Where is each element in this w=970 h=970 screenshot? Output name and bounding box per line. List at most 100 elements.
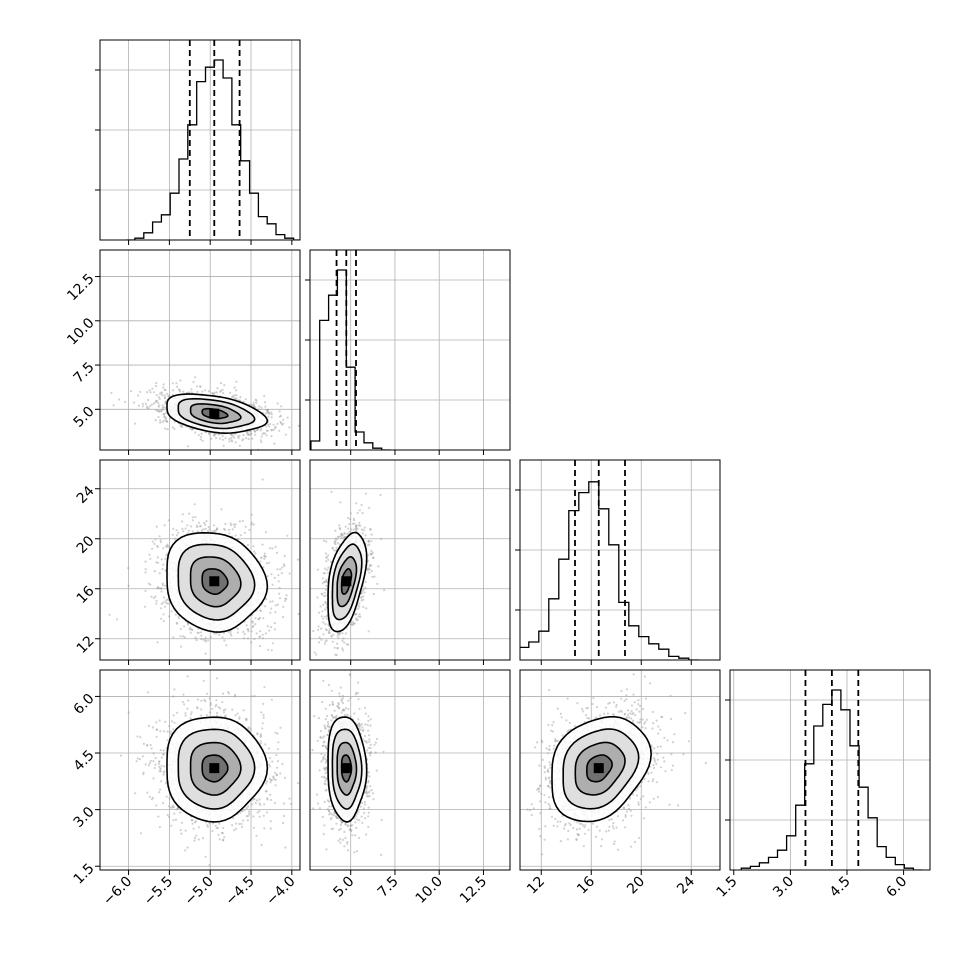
sample-point	[258, 644, 262, 648]
sample-point	[175, 621, 178, 624]
sample-point	[256, 428, 259, 431]
sample-point	[335, 683, 337, 685]
contour-line	[177, 543, 256, 621]
sample-point	[200, 634, 203, 637]
sample-point	[330, 635, 333, 638]
sample-point	[355, 612, 358, 615]
sample-point	[325, 556, 328, 559]
sample-point	[355, 524, 358, 527]
sample-point	[323, 572, 326, 575]
sample-point	[162, 413, 165, 416]
sample-point	[247, 433, 250, 436]
sample-point	[337, 632, 340, 635]
sample-point	[335, 538, 338, 541]
sample-point	[160, 587, 163, 590]
sample-point	[201, 390, 204, 393]
sample-point	[237, 437, 240, 440]
sample-point	[251, 626, 254, 629]
sample-point	[322, 617, 325, 620]
sample-point	[213, 632, 216, 635]
sample-point	[158, 404, 161, 407]
sample-point	[229, 630, 232, 633]
sample-point	[163, 394, 166, 397]
sample-point	[362, 588, 365, 591]
sample-point	[221, 388, 224, 391]
sample-point	[177, 617, 181, 620]
sample-point	[148, 405, 152, 408]
density-peak	[209, 408, 220, 419]
sample-point	[207, 639, 210, 642]
sample-point	[238, 520, 241, 523]
sample-point	[147, 407, 150, 410]
sample-point	[273, 576, 276, 580]
sample-point	[322, 603, 325, 606]
sample-point	[144, 589, 147, 593]
sample-point	[158, 397, 161, 401]
sample-point	[255, 399, 258, 402]
sample-point	[162, 419, 165, 422]
sample-point	[168, 394, 171, 397]
sample-point	[344, 632, 347, 635]
sample-point	[280, 572, 283, 575]
sample-point	[194, 636, 197, 639]
sample-point	[318, 636, 321, 639]
sample-point	[239, 396, 242, 399]
sample-point	[203, 521, 206, 525]
sample-point	[263, 555, 266, 558]
sample-point	[127, 567, 130, 570]
sample-point	[159, 541, 162, 544]
sample-point	[326, 617, 329, 621]
sample-point	[164, 584, 167, 587]
sample-point	[162, 386, 165, 389]
sample-point	[221, 438, 224, 441]
sample-point	[264, 555, 267, 558]
sample-point	[231, 440, 234, 443]
sample-point	[259, 560, 262, 563]
sample-point	[334, 540, 337, 543]
sample-point	[158, 392, 162, 395]
sample-point	[200, 435, 203, 438]
sample-point	[257, 408, 260, 411]
sample-point	[317, 628, 320, 631]
density-peak	[209, 576, 220, 587]
sample-point	[222, 527, 226, 531]
sample-point	[190, 391, 193, 394]
sample-point	[230, 433, 233, 436]
sample-point	[206, 530, 210, 533]
sample-point	[282, 605, 285, 608]
sample-point	[168, 546, 171, 549]
sample-point	[233, 394, 236, 397]
sample-point	[164, 418, 167, 421]
sample-point	[179, 627, 182, 631]
sample-point	[157, 416, 160, 419]
sample-point	[197, 521, 201, 524]
sample-point	[173, 427, 176, 431]
sample-point	[161, 421, 164, 424]
sample-point	[209, 636, 212, 639]
sample-point	[259, 609, 262, 612]
sample-point	[161, 394, 164, 397]
sample-point	[373, 575, 376, 578]
sample-point	[258, 616, 262, 619]
sample-point	[108, 613, 111, 616]
sample-point	[266, 429, 269, 432]
sample-point	[213, 434, 216, 437]
sample-point	[351, 621, 354, 624]
sample-point	[334, 537, 337, 540]
sample-point	[229, 522, 232, 525]
sample-point	[246, 431, 249, 434]
sample-point	[364, 492, 367, 495]
y-tick-label: 16	[74, 583, 98, 607]
panel-frame	[309, 249, 511, 451]
sample-point	[324, 600, 327, 604]
sample-point	[162, 413, 165, 416]
sample-point	[327, 631, 330, 635]
sample-point	[270, 607, 273, 610]
sample-point	[148, 389, 151, 392]
sample-point	[143, 605, 147, 608]
sample-point	[156, 586, 159, 590]
sample-point	[163, 524, 166, 527]
sample-point	[155, 409, 158, 412]
sample-point	[156, 586, 159, 589]
sample-point	[200, 432, 203, 435]
